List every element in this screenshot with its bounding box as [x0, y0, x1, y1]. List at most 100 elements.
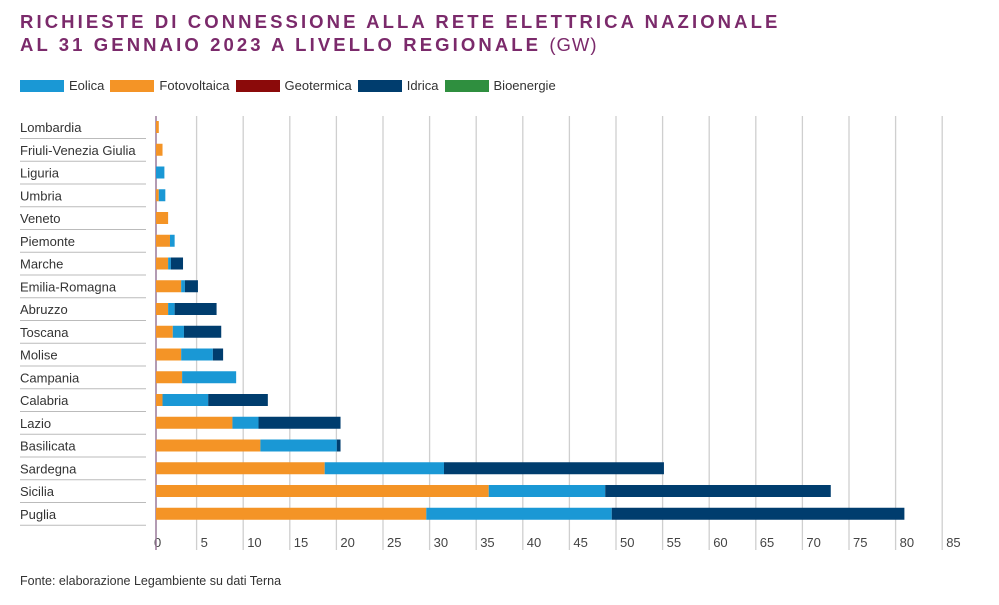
legend-label: Bioenergie: [493, 78, 556, 93]
title-line-1: RICHIESTE DI CONNESSIONE ALLA RETE ELETT…: [20, 11, 781, 32]
bar-idrica: [258, 416, 341, 429]
x-tick-label: 80: [900, 535, 914, 550]
x-tick-label: 30: [434, 535, 448, 550]
source-note: Fonte: elaborazione Legambiente su dati …: [20, 574, 282, 588]
bar-idrica: [174, 303, 217, 315]
bar-idrica: [170, 257, 184, 270]
category-label: Puglia: [20, 507, 57, 522]
x-tick-label: 45: [573, 535, 587, 550]
bar-fotovoltaica: [156, 416, 233, 429]
x-tick-label: 60: [713, 535, 727, 550]
title-unit: (GW): [549, 34, 598, 55]
bar-eolica: [169, 234, 175, 247]
category-label: Lazio: [20, 416, 51, 431]
bar-eolica: [181, 280, 185, 293]
category-label: Emilia-Romagna: [20, 279, 117, 294]
category-label: Marche: [20, 257, 63, 272]
legend-label: Geotermica: [284, 78, 352, 93]
bar-eolica: [260, 439, 337, 452]
x-tick-label: 40: [527, 535, 541, 550]
bar-fotovoltaica: [156, 234, 170, 247]
legend-swatch: [444, 79, 489, 92]
bar-fotovoltaica: [156, 143, 163, 156]
category-label: Umbria: [20, 188, 63, 203]
x-tick-label: 15: [294, 535, 308, 550]
category-label: Piemonte: [20, 234, 75, 249]
bar-eolica: [232, 416, 259, 429]
bar-fotovoltaica: [156, 348, 182, 361]
legend-label: Idrica: [406, 78, 439, 93]
legend-item: Fotovoltaica: [110, 78, 230, 93]
bar-idrica: [605, 485, 831, 497]
bar-eolica: [488, 485, 606, 497]
bar-idrica: [183, 325, 222, 338]
bar-idrica: [336, 439, 341, 452]
bar-eolica: [158, 189, 166, 202]
x-tick-label: 70: [806, 535, 820, 550]
category-label: Veneto: [20, 211, 61, 226]
bar-eolica: [181, 348, 213, 361]
category-label: Calabria: [20, 393, 69, 408]
legend: Eolica Fotovoltaica Geotermica Idrica Bioene…: [20, 78, 562, 93]
category-label: Sicilia: [20, 484, 55, 499]
category-label: Friuli-Venezia Giulia: [20, 143, 136, 158]
bar-fotovoltaica: [156, 507, 427, 520]
legend-label: Fotovoltaica: [159, 78, 230, 93]
x-tick-label: 10: [247, 535, 261, 550]
bar-eolica: [324, 462, 444, 475]
legend-swatch: [110, 79, 155, 92]
title-line-2: AL 31 GENNAIO 2023 A LIVELLO REGIONALE (…: [20, 34, 598, 55]
x-tick-label: 50: [620, 535, 634, 550]
x-tick-label: 55: [667, 535, 681, 550]
bar-eolica: [426, 507, 612, 520]
x-tick-label: 75: [853, 535, 867, 550]
category-label: Basilicata: [20, 439, 76, 454]
legend-item: Eolica: [20, 78, 104, 93]
bar-fotovoltaica: [156, 280, 182, 293]
bar-fotovoltaica: [156, 121, 159, 133]
bar-fotovoltaica: [156, 371, 183, 384]
bar-eolica: [182, 371, 237, 384]
bar-eolica: [156, 166, 165, 179]
bar-fotovoltaica: [156, 212, 169, 224]
bar-fotovoltaica: [156, 485, 489, 497]
bar-idrica: [212, 348, 224, 361]
bar-fotovoltaica: [156, 325, 173, 338]
bar-idrica: [443, 462, 664, 475]
x-tick-label: 25: [387, 535, 401, 550]
bar-idrica: [208, 394, 268, 406]
bar-eolica: [168, 257, 171, 270]
category-label: Liguria: [20, 166, 60, 181]
legend-item: Bioenergie: [444, 78, 556, 93]
category-label: Toscana: [20, 325, 69, 340]
legend-swatch: [357, 79, 402, 92]
x-tick-label: 35: [480, 535, 494, 550]
category-label: Abruzzo: [20, 302, 68, 317]
bar-fotovoltaica: [156, 439, 261, 452]
bar-fotovoltaica: [156, 394, 163, 406]
bar-eolica: [162, 394, 209, 406]
x-tick-label: 5: [201, 535, 208, 550]
category-label: Lombardia: [20, 120, 82, 135]
bar-fotovoltaica: [156, 257, 169, 270]
x-tick-label: 85: [946, 535, 960, 550]
legend-item: Geotermica: [235, 78, 352, 93]
bar-eolica: [168, 303, 175, 315]
legend-swatch: [20, 79, 64, 92]
category-label: Campania: [20, 370, 80, 385]
category-label: Molise: [20, 348, 58, 363]
bar-fotovoltaica: [156, 303, 169, 315]
x-tick-label: 0: [154, 535, 161, 550]
x-tick-label: 20: [340, 535, 354, 550]
bar-eolica: [172, 325, 184, 338]
bar-fotovoltaica: [156, 189, 159, 202]
legend-label: Eolica: [69, 78, 105, 93]
bar-idrica: [184, 280, 198, 293]
legend-item: Idrica: [357, 78, 439, 93]
bar-fotovoltaica: [156, 462, 325, 475]
x-tick-label: 65: [760, 535, 774, 550]
category-label: Sardegna: [20, 461, 77, 476]
chart-title: RICHIESTE DI CONNESSIONE ALLA RETE ELETT…: [20, 10, 780, 56]
